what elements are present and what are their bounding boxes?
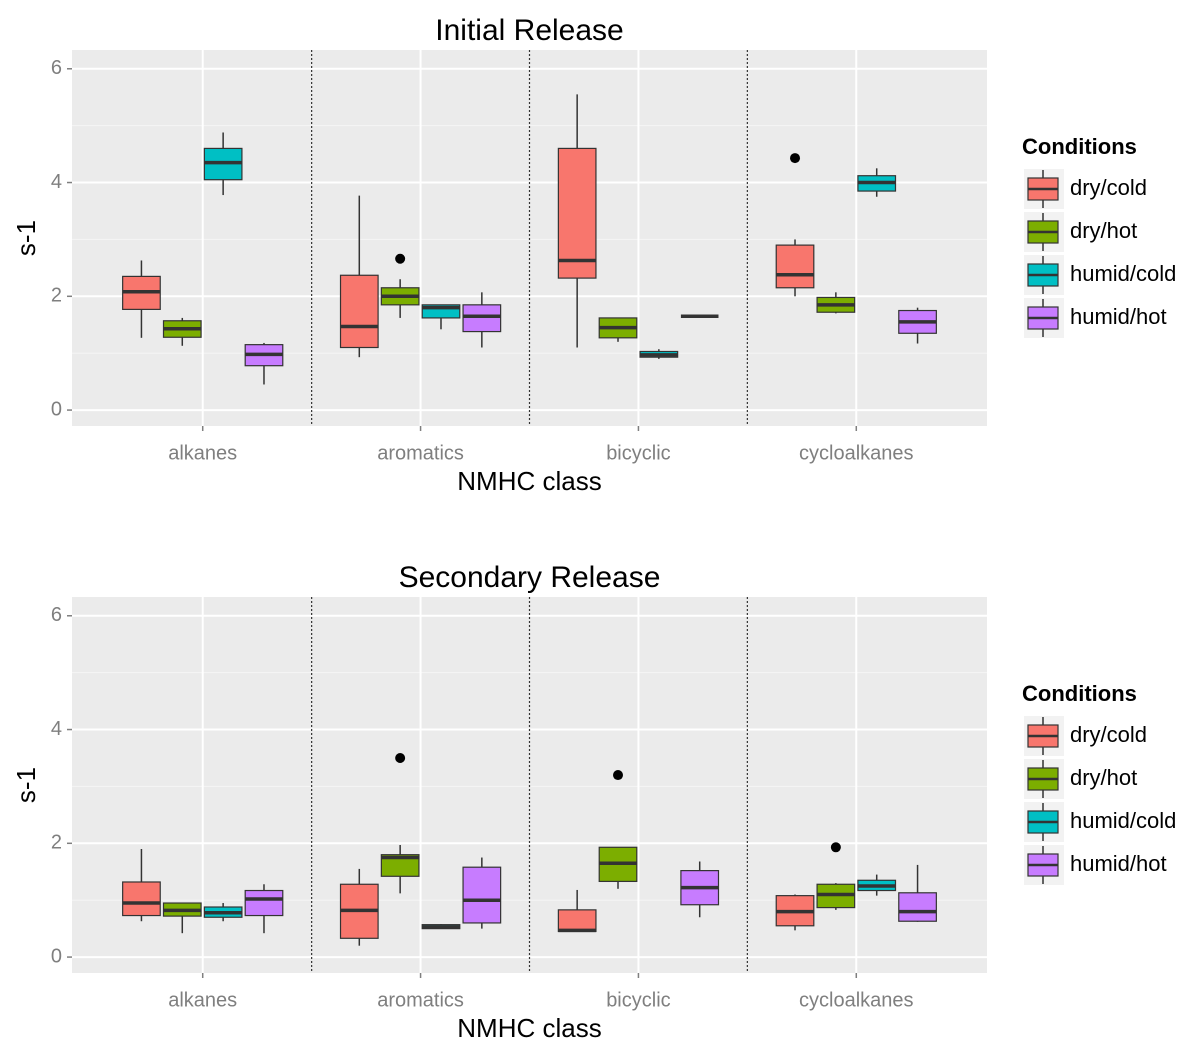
box: [557, 147, 597, 279]
y-axis-label: s-1: [11, 767, 41, 803]
outlier: [395, 253, 406, 264]
box: [380, 854, 420, 877]
x-tick-label: aromatics: [377, 989, 464, 1011]
x-tick-label: bicyclic: [606, 989, 670, 1011]
legend-label: dry/hot: [1070, 765, 1137, 790]
outlier: [790, 153, 801, 164]
legend-label: humid/hot: [1070, 851, 1167, 876]
y-tick-label: 6: [51, 604, 62, 626]
box: [557, 909, 597, 933]
y-tick-label: 6: [51, 57, 62, 79]
outlier: [613, 770, 624, 781]
box: [244, 889, 284, 917]
box: [122, 881, 161, 917]
legend-label: humid/cold: [1070, 808, 1176, 833]
box: [898, 892, 937, 922]
y-tick-label: 4: [51, 718, 62, 740]
y-tick-label: 0: [51, 398, 62, 420]
x-tick-label: aromatics: [377, 442, 464, 464]
y-tick-label: 2: [51, 832, 62, 854]
x-tick-label: cycloalkanes: [799, 442, 914, 464]
x-tick-label: cycloalkanes: [799, 989, 914, 1011]
y-tick-label: 4: [51, 171, 62, 193]
legend-title: Conditions: [1022, 681, 1137, 706]
x-tick-label: alkanes: [168, 989, 237, 1011]
x-tick-label: alkanes: [168, 442, 237, 464]
legend-title: Conditions: [1022, 134, 1137, 159]
box: [775, 244, 815, 289]
outlier: [830, 842, 841, 853]
legend-label: dry/cold: [1070, 175, 1147, 200]
legend-label: dry/hot: [1070, 218, 1137, 243]
box: [339, 274, 379, 349]
y-tick-label: 2: [51, 285, 62, 307]
y-axis-label: s-1: [11, 220, 41, 256]
box: [462, 866, 502, 924]
chart-title: Secondary Release: [399, 561, 661, 594]
y-tick-label: 0: [51, 945, 62, 967]
box: [462, 304, 502, 333]
x-axis-label: NMHC class: [457, 1013, 601, 1043]
legend-label: dry/cold: [1070, 722, 1147, 747]
x-axis-label: NMHC class: [457, 466, 601, 496]
chart-title: Initial Release: [435, 14, 623, 47]
legend-label: humid/cold: [1070, 261, 1176, 286]
legend-label: humid/hot: [1070, 304, 1167, 329]
outlier: [395, 752, 406, 763]
x-tick-label: bicyclic: [606, 442, 670, 464]
